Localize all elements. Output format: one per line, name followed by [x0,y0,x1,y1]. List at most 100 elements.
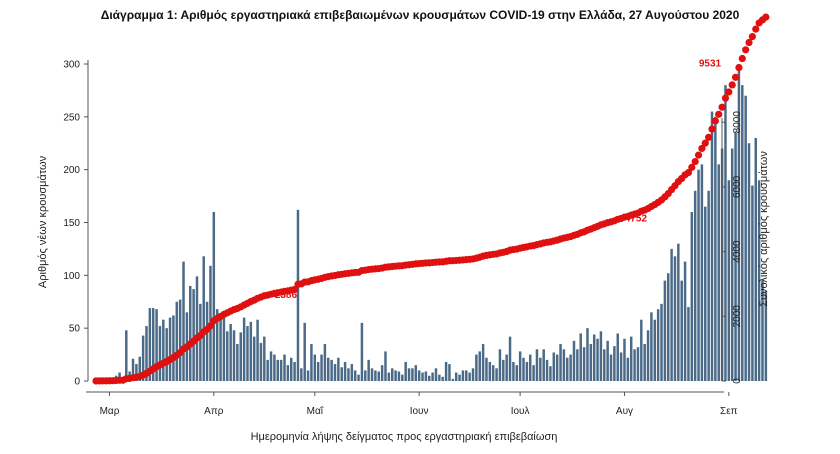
bar [444,361,448,381]
bar [633,349,636,381]
bar [138,356,141,381]
bar [310,344,313,381]
y2-tick-label: 8000 [732,111,743,134]
bar [741,85,744,381]
cumulative-point [691,157,699,166]
bar [333,364,337,381]
bar [407,368,411,381]
bar [555,354,559,381]
bar [757,180,761,381]
bar [522,357,525,381]
bars-layer [94,64,768,382]
bar [364,370,367,381]
bar [178,299,182,381]
bar [162,319,165,381]
bar [293,361,296,381]
bar [461,370,465,381]
bar [283,354,286,381]
bar [286,365,290,381]
bar [619,352,623,381]
bar [744,95,747,381]
bar [252,336,256,381]
x-axis-label: Ημερομηνία λήψης δείγματος προς εργαστηρ… [251,431,558,443]
bar [579,333,582,381]
cumulative-point [698,144,706,153]
bar [441,376,444,381]
bar [350,364,354,381]
cumulative-point [762,13,770,21]
y-tick-label: 250 [63,112,80,123]
y-tick-label: 100 [63,271,80,282]
cumulative-point [715,110,723,118]
bar [239,332,242,381]
bar [592,334,596,381]
bar [205,301,209,381]
bar [572,340,576,381]
bar [747,143,751,381]
bar [323,344,327,381]
bar [135,364,138,381]
bar [606,340,609,381]
x-tick-label: Αυγ [616,406,633,417]
y2-tick-label: 4000 [732,240,743,263]
cumulative-point [745,38,753,47]
bar [646,330,650,381]
cumulative-annotation: 9531 [699,59,722,70]
bar [360,322,364,381]
x-tick-label: Μαΐ [307,405,324,417]
bar [424,371,428,381]
bar [596,338,599,381]
bar [374,370,377,381]
bar [525,361,529,381]
bar [394,370,397,381]
bar [535,349,539,381]
bar [727,180,731,381]
x-tick-label: Σεπ [720,406,738,417]
cumulative-point [721,94,730,102]
bar [141,335,145,381]
bar [249,321,253,381]
cumulative-point [735,63,743,72]
cumulative-point [291,285,299,294]
y-tick-label: 0 [74,377,80,388]
bar [384,351,387,381]
bar [488,361,492,381]
bar [343,361,347,381]
bar [734,132,737,381]
bar [626,357,630,381]
x-tick-label: Ιουν [410,406,429,417]
bar [306,370,310,381]
bar [158,326,162,381]
bar [377,371,380,381]
bar [148,308,152,381]
bar [367,359,370,381]
bar [629,336,633,381]
bar [353,370,357,381]
cumulative-point [694,151,703,159]
bar [673,256,677,381]
bar [380,365,384,381]
bar [582,347,586,381]
bar [650,312,653,381]
bar [481,344,485,381]
bar [300,368,303,381]
y2-tick-label: 0 [732,378,743,384]
bar [690,211,694,381]
bar [458,374,461,381]
bar [471,368,475,381]
bar [330,359,333,381]
cumulative-point [728,81,736,89]
x-tick-label: Ιουλ [511,406,530,417]
y-tick-label: 50 [69,324,81,335]
bar [697,169,700,381]
y-tick-label: 300 [63,60,80,71]
cumulative-point [752,25,760,33]
bar [603,349,606,381]
bar [320,354,323,381]
cumulative-point [701,139,709,147]
bar [226,331,229,381]
bar [515,365,519,381]
bar [636,347,640,381]
bar [222,312,226,381]
